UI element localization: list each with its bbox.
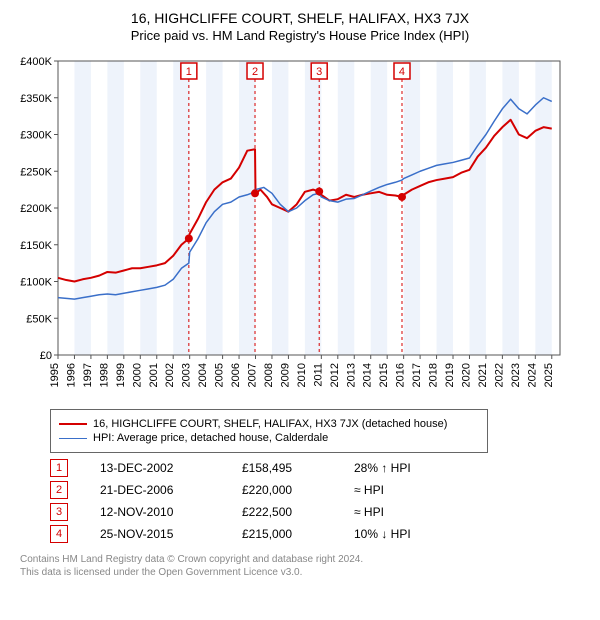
legend-swatch-price-paid [59,423,87,425]
svg-text:2015: 2015 [378,363,390,387]
svg-text:2010: 2010 [296,363,308,387]
legend-swatch-hpi [59,438,87,439]
marker-price: £158,495 [242,461,322,475]
svg-text:4: 4 [399,66,405,78]
svg-text:£0: £0 [40,350,52,362]
svg-text:£200K: £200K [20,203,52,215]
svg-text:£350K: £350K [20,93,52,105]
svg-text:£250K: £250K [20,166,52,178]
marker-date: 13-DEC-2002 [100,461,210,475]
svg-text:2022: 2022 [493,363,505,387]
svg-text:2014: 2014 [362,363,374,387]
marker-price: £222,500 [242,505,322,519]
marker-date: 21-DEC-2006 [100,483,210,497]
marker-table: 1 13-DEC-2002 £158,495 28% ↑ HPI 2 21-DEC-200… [50,459,590,543]
svg-text:2006: 2006 [230,363,242,387]
svg-text:2025: 2025 [543,363,555,387]
svg-text:3: 3 [316,66,322,78]
svg-text:1: 1 [186,66,192,78]
marker-date: 25-NOV-2015 [100,527,210,541]
marker-row: 3 12-NOV-2010 £222,500 ≈ HPI [50,503,590,521]
marker-number-box: 2 [50,481,68,499]
price-chart: £0 £50K £100K £150K £200K £250K £300K £350K £400… [10,51,570,401]
svg-text:2001: 2001 [148,363,160,387]
svg-text:2018: 2018 [428,363,440,387]
svg-text:2002: 2002 [164,363,176,387]
footer-line2: This data is licensed under the Open Gov… [20,566,590,579]
svg-text:1996: 1996 [65,363,77,387]
svg-text:2007: 2007 [247,363,259,387]
legend-label-price-paid: 16, HIGHCLIFFE COURT, SHELF, HALIFAX, HX… [93,418,447,430]
svg-text:2000: 2000 [131,363,143,387]
svg-text:2011: 2011 [312,363,324,387]
chart-title-address: 16, HIGHCLIFFE COURT, SHELF, HALIFAX, HX… [10,10,590,26]
svg-text:2021: 2021 [477,363,489,387]
marker-number-box: 4 [50,525,68,543]
svg-text:£50K: £50K [26,313,52,325]
svg-text:£300K: £300K [20,130,52,142]
marker-row: 4 25-NOV-2015 £215,000 10% ↓ HPI [50,525,590,543]
svg-text:2017: 2017 [411,363,423,387]
svg-text:1998: 1998 [98,363,110,387]
svg-text:2004: 2004 [197,363,209,387]
marker-date: 12-NOV-2010 [100,505,210,519]
marker-row: 2 21-DEC-2006 £220,000 ≈ HPI [50,481,590,499]
svg-text:2: 2 [252,66,258,78]
marker-number-box: 1 [50,459,68,477]
svg-text:1997: 1997 [82,363,94,387]
svg-text:£150K: £150K [20,240,52,252]
chart-title-sub: Price paid vs. HM Land Registry's House … [10,28,590,43]
legend-item-price-paid: 16, HIGHCLIFFE COURT, SHELF, HALIFAX, HX… [59,418,479,430]
svg-text:£400K: £400K [20,56,52,68]
svg-text:1995: 1995 [49,363,61,387]
svg-text:2013: 2013 [345,363,357,387]
marker-note: 10% ↓ HPI [354,527,444,541]
marker-price: £220,000 [242,483,322,497]
svg-text:2005: 2005 [214,363,226,387]
marker-price: £215,000 [242,527,322,541]
legend-label-hpi: HPI: Average price, detached house, Cald… [93,432,328,444]
svg-text:2016: 2016 [395,363,407,387]
svg-text:£100K: £100K [20,277,52,289]
svg-text:2008: 2008 [263,363,275,387]
marker-note: ≈ HPI [354,505,444,519]
svg-text:2019: 2019 [444,363,456,387]
legend-item-hpi: HPI: Average price, detached house, Cald… [59,432,479,444]
chart-container: £0 £50K £100K £150K £200K £250K £300K £350K £400… [10,51,590,401]
svg-text:2012: 2012 [329,363,341,387]
svg-text:2003: 2003 [181,363,193,387]
marker-number-box: 3 [50,503,68,521]
footer-line1: Contains HM Land Registry data © Crown c… [20,553,590,566]
svg-text:2023: 2023 [510,363,522,387]
marker-note: 28% ↑ HPI [354,461,444,475]
svg-text:2009: 2009 [279,363,291,387]
svg-text:2020: 2020 [460,363,472,387]
footer: Contains HM Land Registry data © Crown c… [20,553,590,579]
svg-text:1999: 1999 [115,363,127,387]
marker-note: ≈ HPI [354,483,444,497]
legend: 16, HIGHCLIFFE COURT, SHELF, HALIFAX, HX… [50,409,488,453]
marker-row: 1 13-DEC-2002 £158,495 28% ↑ HPI [50,459,590,477]
svg-text:2024: 2024 [526,363,538,387]
